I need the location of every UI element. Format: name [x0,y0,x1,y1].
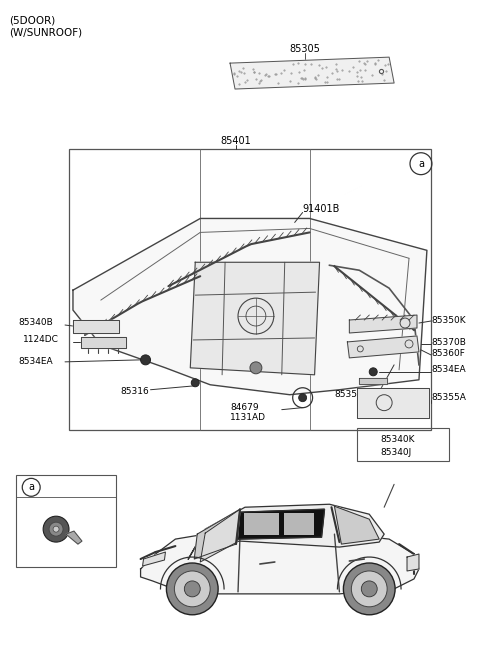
Text: 85360F: 85360F [431,350,465,358]
Polygon shape [66,531,82,544]
Polygon shape [73,320,119,333]
Polygon shape [335,506,379,544]
Text: a: a [28,482,34,492]
Bar [357,428,449,461]
Bar [16,476,116,567]
Circle shape [43,516,69,542]
Bar [244,513,279,535]
Circle shape [49,522,63,536]
Text: 85370B: 85370B [431,338,466,348]
Text: a: a [300,393,306,403]
Polygon shape [357,388,429,418]
Circle shape [174,571,210,607]
Circle shape [167,563,218,615]
Circle shape [192,379,199,387]
Polygon shape [230,57,394,89]
Text: (5DOOR): (5DOOR) [9,15,56,26]
Text: 91401B: 91401B [302,203,340,213]
Text: a: a [418,159,424,169]
Text: 8534EA: 8534EA [18,358,53,366]
Circle shape [299,394,307,401]
Circle shape [361,581,377,597]
Text: 1131AD: 1131AD [230,413,266,422]
Text: 85401: 85401 [221,136,252,146]
Text: 85350K: 85350K [431,316,466,325]
Circle shape [184,581,200,597]
Polygon shape [200,509,240,562]
Polygon shape [360,378,387,384]
Polygon shape [141,534,419,594]
Circle shape [351,571,387,607]
Circle shape [343,563,395,615]
Circle shape [53,526,59,532]
Circle shape [369,368,377,376]
Text: 85316: 85316 [120,387,149,396]
Text: 85350D: 85350D [335,390,370,400]
Text: 85340B: 85340B [18,318,53,327]
Text: 85305: 85305 [289,44,320,54]
Bar [284,513,313,535]
Polygon shape [407,554,419,571]
Polygon shape [194,509,240,559]
Text: (W/SUNROOF): (W/SUNROOF) [9,28,83,37]
Polygon shape [237,509,324,539]
Text: 1124DC: 1124DC [23,335,59,344]
Bar [69,149,431,430]
Circle shape [250,362,262,374]
Circle shape [141,355,151,365]
Polygon shape [143,552,166,566]
Text: 85355A: 85355A [431,393,466,402]
Text: 85340K: 85340K [380,435,415,444]
Polygon shape [81,337,126,348]
Text: 8534EA: 8534EA [431,365,466,375]
Polygon shape [348,336,419,358]
Polygon shape [349,315,417,333]
Text: 84679: 84679 [230,403,259,412]
Polygon shape [73,218,427,395]
Text: 85340J: 85340J [380,448,411,457]
Polygon shape [188,504,384,559]
Polygon shape [190,262,320,375]
